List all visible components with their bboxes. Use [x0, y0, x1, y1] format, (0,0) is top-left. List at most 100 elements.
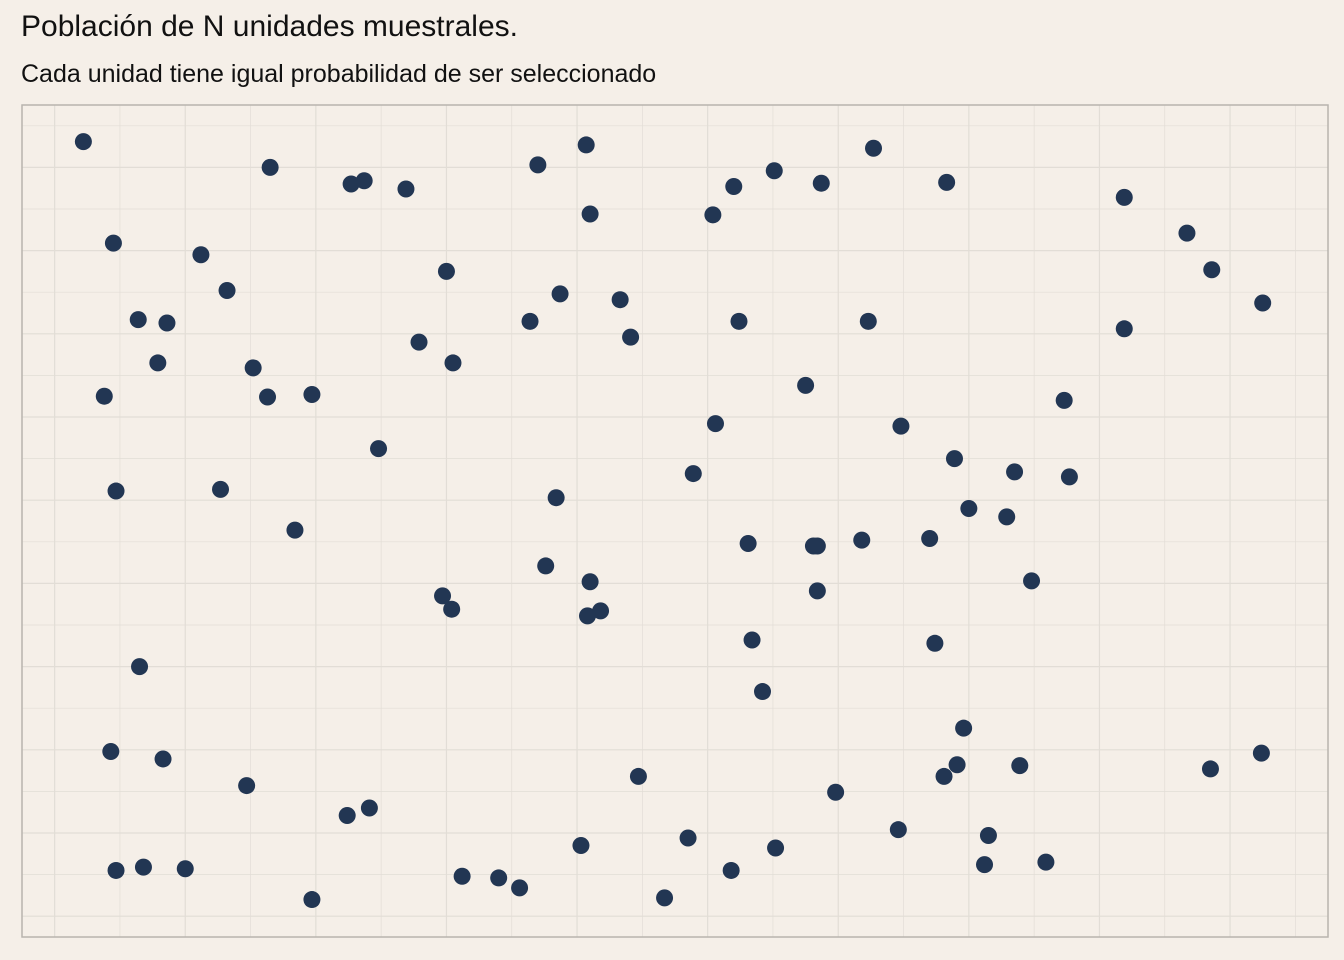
scatter-point — [926, 634, 944, 652]
scatter-point — [722, 861, 740, 879]
scatter-point — [192, 246, 210, 264]
scatter-point — [1203, 261, 1221, 279]
scatter-point — [1201, 760, 1219, 778]
scatter-point — [578, 607, 596, 625]
scatter-point — [629, 767, 647, 785]
scatter-point — [244, 359, 262, 377]
scatter-point — [948, 756, 966, 774]
scatter-point — [938, 173, 956, 191]
scatter-point — [261, 158, 279, 176]
scatter-point — [859, 312, 877, 330]
grid-lines — [22, 105, 1328, 937]
scatter-point — [551, 285, 569, 303]
scatter-point — [797, 376, 815, 394]
scatter-point — [865, 139, 883, 157]
scatter-point — [767, 839, 785, 857]
scatter-point — [739, 534, 757, 552]
scatter-point — [1037, 853, 1055, 871]
scatter-point — [808, 582, 826, 600]
scatter-point — [804, 537, 822, 555]
scatter-point — [342, 175, 360, 193]
scatter-point — [704, 206, 722, 224]
scatter-point — [611, 291, 629, 309]
scatter-point — [725, 178, 743, 196]
scatter-point — [581, 573, 599, 591]
scatter-point — [355, 172, 373, 190]
scatter-point — [129, 311, 147, 329]
scatter-point — [1060, 468, 1078, 486]
scatter-point — [176, 860, 194, 878]
scatter-point — [743, 631, 761, 649]
scatter-point — [976, 856, 994, 874]
scatter-point — [95, 387, 113, 405]
scatter-point — [360, 799, 378, 817]
scatter-point — [1115, 320, 1133, 338]
scatter-point — [572, 836, 590, 854]
scatter-point — [827, 783, 845, 801]
scatter-point — [765, 162, 783, 180]
scatter-point — [998, 508, 1016, 526]
scatter-point — [592, 602, 610, 620]
scatter-point — [960, 500, 978, 518]
scatter-point — [303, 891, 321, 909]
scatter-point — [730, 312, 748, 330]
scatter-point — [212, 480, 230, 498]
scatter-point — [955, 719, 973, 737]
scatter-point — [511, 879, 529, 897]
scatter-point — [303, 386, 321, 404]
scatter-point — [853, 531, 871, 549]
scatter-point — [490, 869, 508, 887]
data-points — [74, 133, 1272, 909]
scatter-point — [921, 529, 939, 547]
scatter-point — [286, 521, 304, 539]
scatter-point — [581, 205, 599, 223]
scatter-point — [131, 658, 149, 676]
scatter-point — [74, 133, 92, 151]
scatter-point — [622, 328, 640, 346]
scatter-point — [935, 767, 953, 785]
scatter-point — [444, 354, 462, 372]
scatter-point — [149, 354, 167, 372]
scatter-point — [889, 821, 907, 839]
chart-subtitle: Cada unidad tiene igual probabilidad de … — [21, 60, 657, 88]
scatter-point — [218, 282, 236, 300]
scatter-point — [706, 415, 724, 433]
scatter-point — [679, 829, 697, 847]
scatter-point — [892, 417, 910, 435]
scatter-point — [1006, 463, 1024, 481]
scatter-point — [812, 174, 830, 192]
scatter-point — [102, 742, 120, 760]
scatter-point — [443, 600, 461, 618]
scatter-point — [684, 465, 702, 483]
scatter-point — [238, 777, 256, 795]
scatter-point — [1023, 572, 1041, 590]
scatter-point — [397, 180, 415, 198]
scatter-point — [158, 314, 176, 332]
scatter-point — [259, 388, 277, 406]
scatter-point — [437, 262, 455, 280]
scatter-point — [537, 557, 555, 575]
scatter-point — [107, 482, 125, 500]
scatter-point — [547, 489, 565, 507]
scatter-point — [1254, 294, 1272, 312]
plot-panel — [22, 105, 1328, 937]
scatter-point — [529, 156, 547, 174]
scatter-point — [370, 440, 388, 458]
scatter-point — [1055, 391, 1073, 409]
plot-border — [21, 104, 1329, 938]
scatter-point — [1178, 224, 1196, 242]
scatter-point — [656, 889, 674, 907]
scatter-point — [154, 750, 172, 768]
scatter-point — [1011, 757, 1029, 775]
scatter-point — [338, 807, 356, 825]
scatter-point — [945, 450, 963, 468]
scatter-point — [577, 136, 595, 154]
chart-title: Población de N unidades muestrales. — [21, 10, 518, 43]
scatter-point — [979, 826, 997, 844]
scatter-point — [134, 858, 152, 876]
scatter-point — [410, 333, 428, 351]
scatter-point — [754, 683, 772, 701]
scatter-point — [434, 587, 452, 605]
